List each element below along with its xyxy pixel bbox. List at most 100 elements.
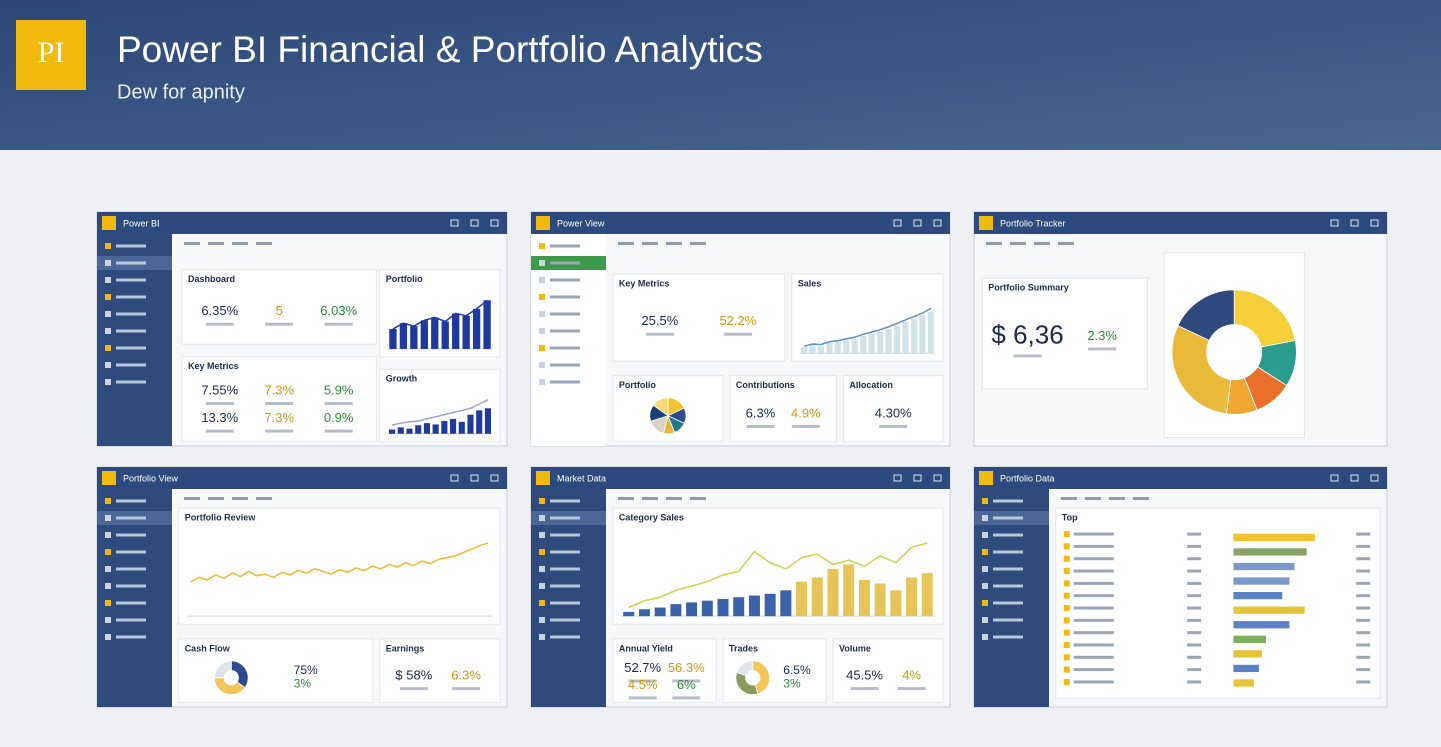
sidebar-icon[interactable] bbox=[105, 379, 111, 385]
sidebar-icon[interactable] bbox=[982, 566, 988, 572]
window-control[interactable] bbox=[1330, 474, 1339, 482]
kpi-value: 13.3% bbox=[201, 410, 238, 425]
sidebar-icon[interactable] bbox=[539, 311, 545, 317]
sidebar-icon[interactable] bbox=[982, 549, 988, 555]
sidebar-icon[interactable] bbox=[539, 634, 545, 640]
sidebar-icon[interactable] bbox=[982, 600, 988, 606]
sidebar-label bbox=[550, 584, 580, 588]
kpi-value: 5.9% bbox=[324, 382, 354, 397]
sidebar-icon[interactable] bbox=[105, 583, 111, 589]
sidebar-icon[interactable] bbox=[105, 328, 111, 334]
sidebar-icon[interactable] bbox=[105, 277, 111, 283]
window-control[interactable] bbox=[933, 219, 942, 227]
sidebar-icon[interactable] bbox=[539, 328, 545, 334]
kpi-value: 4% bbox=[902, 668, 921, 683]
sidebar-icon[interactable] bbox=[539, 498, 545, 504]
sidebar-icon[interactable] bbox=[539, 243, 545, 249]
sidebar-icon[interactable] bbox=[539, 566, 545, 572]
sidebar-label bbox=[116, 516, 146, 520]
row-value bbox=[1187, 544, 1202, 548]
sidebar-icon[interactable] bbox=[105, 617, 111, 623]
tab-label bbox=[618, 242, 634, 245]
sidebar-icon[interactable] bbox=[982, 498, 988, 504]
kpi-caption bbox=[879, 424, 908, 428]
sidebar-icon[interactable] bbox=[982, 617, 988, 623]
window-control[interactable] bbox=[933, 474, 942, 482]
bar bbox=[921, 573, 933, 617]
donut-hole bbox=[223, 670, 239, 686]
sidebar-icon[interactable] bbox=[982, 515, 988, 521]
row-icon bbox=[1063, 568, 1070, 575]
sidebar-icon[interactable] bbox=[105, 243, 111, 249]
window-control[interactable] bbox=[913, 219, 922, 227]
sidebar-icon[interactable] bbox=[105, 566, 111, 572]
window-control[interactable] bbox=[1350, 219, 1359, 227]
card bbox=[612, 273, 786, 362]
kpi-value: 0.9% bbox=[324, 410, 354, 425]
window-control[interactable] bbox=[893, 219, 902, 227]
sidebar-label bbox=[550, 618, 580, 622]
sidebar-label bbox=[993, 584, 1023, 588]
window-control[interactable] bbox=[490, 474, 499, 482]
window-control[interactable] bbox=[450, 219, 459, 227]
hbar bbox=[1233, 606, 1305, 614]
sidebar-icon[interactable] bbox=[105, 634, 111, 640]
kpi-value: 5 bbox=[276, 303, 283, 318]
sidebar-icon[interactable] bbox=[105, 515, 111, 521]
kpi-caption bbox=[205, 322, 234, 326]
window-control[interactable] bbox=[1350, 474, 1359, 482]
sidebar-icon[interactable] bbox=[982, 634, 988, 640]
bar bbox=[927, 311, 934, 354]
sidebar-icon[interactable] bbox=[539, 345, 545, 351]
sidebar-icon[interactable] bbox=[539, 277, 545, 283]
sidebar-icon[interactable] bbox=[539, 600, 545, 606]
card bbox=[178, 507, 501, 625]
row-label bbox=[1073, 643, 1114, 647]
sidebar-icon[interactable] bbox=[105, 345, 111, 351]
row-label bbox=[1073, 680, 1114, 684]
window-control[interactable] bbox=[893, 474, 902, 482]
tab-label bbox=[1058, 242, 1074, 245]
sidebar-label bbox=[550, 516, 580, 520]
sidebar-icon[interactable] bbox=[982, 532, 988, 538]
window-control[interactable] bbox=[1370, 219, 1379, 227]
sidebar-label bbox=[550, 363, 580, 367]
sidebar-icon[interactable] bbox=[539, 362, 545, 368]
trend-line bbox=[391, 399, 489, 427]
sidebar-icon[interactable] bbox=[105, 532, 111, 538]
window-control[interactable] bbox=[1370, 474, 1379, 482]
sidebar-icon[interactable] bbox=[105, 311, 111, 317]
sidebar-icon[interactable] bbox=[539, 294, 545, 300]
window-control[interactable] bbox=[470, 219, 479, 227]
sidebar-icon[interactable] bbox=[539, 379, 545, 385]
bar bbox=[817, 346, 824, 354]
window-control[interactable] bbox=[450, 474, 459, 482]
sidebar-icon[interactable] bbox=[539, 532, 545, 538]
sidebar-icon[interactable] bbox=[105, 362, 111, 368]
window-control[interactable] bbox=[490, 219, 499, 227]
row-label bbox=[1073, 532, 1114, 536]
row-value bbox=[1356, 631, 1371, 635]
sidebar-icon[interactable] bbox=[105, 294, 111, 300]
kpi-caption bbox=[399, 687, 428, 691]
kpi-caption bbox=[723, 332, 752, 336]
window-control[interactable] bbox=[913, 474, 922, 482]
sidebar-icon[interactable] bbox=[105, 260, 111, 266]
window-control[interactable] bbox=[1330, 219, 1339, 227]
app-icon bbox=[536, 216, 550, 230]
sidebar-icon[interactable] bbox=[105, 498, 111, 504]
window-control[interactable] bbox=[470, 474, 479, 482]
tab-label bbox=[690, 242, 706, 245]
sidebar-icon[interactable] bbox=[539, 583, 545, 589]
sidebar-icon[interactable] bbox=[105, 549, 111, 555]
sidebar-icon[interactable] bbox=[539, 617, 545, 623]
row-label bbox=[1073, 569, 1114, 573]
sidebar-icon[interactable] bbox=[539, 515, 545, 521]
kpi-caption bbox=[1088, 347, 1117, 351]
sidebar-icon[interactable] bbox=[982, 583, 988, 589]
bar bbox=[432, 424, 439, 434]
sidebar-icon[interactable] bbox=[539, 260, 545, 266]
sidebar-icon[interactable] bbox=[539, 549, 545, 555]
row-label bbox=[1073, 618, 1114, 622]
sidebar-icon[interactable] bbox=[105, 600, 111, 606]
